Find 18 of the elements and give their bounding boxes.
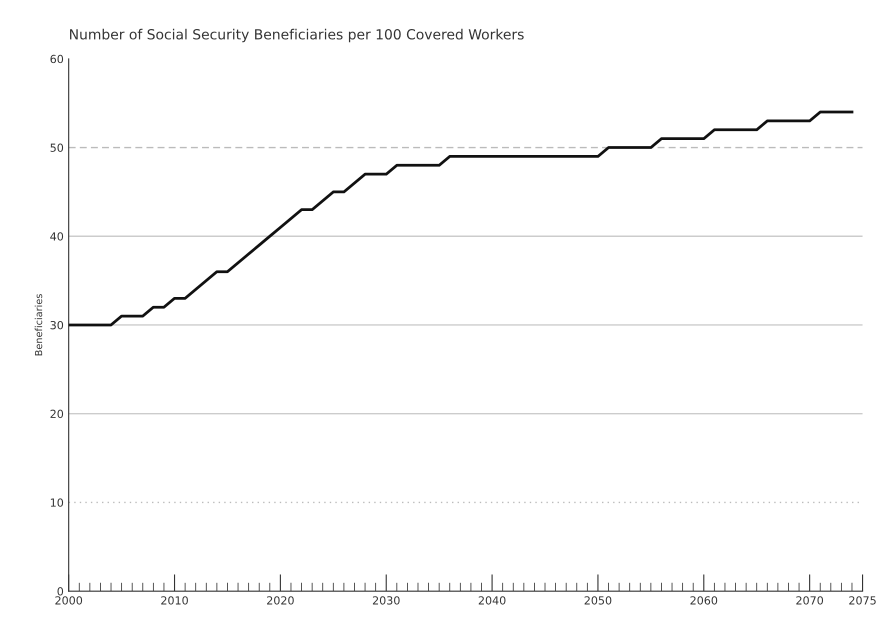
y-tick-label: 20 <box>50 410 64 418</box>
x-tick-label: 2030 <box>372 596 400 605</box>
x-tick-label: 2070 <box>796 596 824 605</box>
chart-title: Number of Social Security Beneficiaries per 100 Covered Workers <box>70 28 524 42</box>
x-tick-label: 2050 <box>584 596 612 605</box>
x-tick-label: 2000 <box>55 596 82 605</box>
x-tick-label: 2040 <box>478 596 506 605</box>
x-tick-label: 2020 <box>267 596 294 605</box>
y-tick-label: 10 <box>50 498 64 507</box>
y-axis-title: Beneficiaries <box>34 294 42 356</box>
x-tick-label: 2010 <box>161 596 188 605</box>
y-tick-label: 50 <box>50 144 64 152</box>
y-tick-label: 30 <box>50 320 64 330</box>
y-tick-label: 40 <box>50 232 64 241</box>
x-tick-label: 2060 <box>690 596 718 605</box>
x-tick-label: 2075 <box>849 596 876 605</box>
y-tick-label: 60 <box>50 54 64 64</box>
y-tick-label: 0 <box>57 587 64 596</box>
